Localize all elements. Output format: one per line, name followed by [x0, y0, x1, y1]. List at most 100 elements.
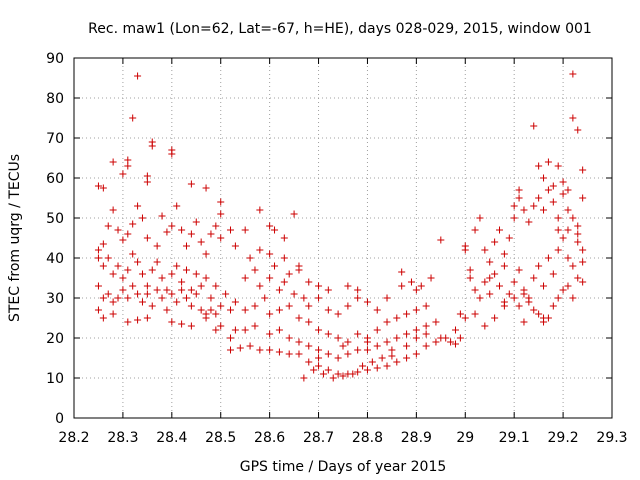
data-point	[134, 258, 142, 266]
data-point	[554, 246, 562, 254]
data-point	[334, 334, 342, 342]
data-point	[99, 262, 107, 270]
data-point	[178, 320, 186, 328]
data-point	[246, 254, 254, 262]
y-tick-label: 10	[46, 371, 64, 387]
data-point	[554, 162, 562, 170]
data-point	[505, 290, 513, 298]
data-point	[422, 322, 430, 330]
data-point	[530, 274, 538, 282]
data-point	[476, 294, 484, 302]
data-point	[383, 318, 391, 326]
data-point	[579, 194, 587, 202]
data-point	[432, 318, 440, 326]
x-tick-label: 28.9	[401, 430, 432, 446]
data-point	[182, 266, 190, 274]
data-point	[158, 274, 166, 282]
data-point	[574, 126, 582, 134]
data-point	[315, 294, 323, 302]
data-point	[500, 250, 508, 258]
x-tick-label: 29	[456, 430, 474, 446]
data-point	[569, 262, 577, 270]
data-point	[94, 182, 102, 190]
data-point	[241, 326, 249, 334]
data-point	[554, 294, 562, 302]
data-point	[168, 290, 176, 298]
data-point	[569, 70, 577, 78]
data-point	[187, 322, 195, 330]
data-point	[515, 266, 523, 274]
data-point	[540, 314, 548, 322]
x-tick-label: 28.3	[107, 430, 138, 446]
data-point	[461, 314, 469, 322]
data-point	[173, 262, 181, 270]
data-point	[275, 348, 283, 356]
data-point	[540, 174, 548, 182]
data-point	[231, 298, 239, 306]
data-point	[285, 350, 293, 358]
data-point	[134, 202, 142, 210]
y-tick-labels: 0 10 20 30 40 50 60 70 80 90	[46, 51, 64, 427]
data-point	[530, 122, 538, 130]
data-point	[491, 314, 499, 322]
data-point	[202, 274, 210, 282]
data-point	[559, 234, 567, 242]
data-point	[530, 306, 538, 314]
data-point	[305, 358, 313, 366]
data-point	[109, 158, 117, 166]
data-point	[363, 346, 371, 354]
data-point	[305, 302, 313, 310]
data-point	[319, 370, 327, 378]
data-point	[275, 326, 283, 334]
data-point	[192, 290, 200, 298]
data-point	[241, 274, 249, 282]
x-tick-label: 29.3	[596, 430, 627, 446]
data-point	[104, 254, 112, 262]
data-point	[280, 254, 288, 262]
data-point	[163, 228, 171, 236]
data-point	[324, 330, 332, 338]
data-point	[579, 258, 587, 266]
data-point	[398, 282, 406, 290]
data-point	[280, 234, 288, 242]
data-point	[104, 290, 112, 298]
data-point	[559, 178, 567, 186]
data-point	[143, 314, 151, 322]
data-point	[510, 202, 518, 210]
data-point	[476, 214, 484, 222]
data-point	[217, 234, 225, 242]
data-point	[285, 270, 293, 278]
data-point	[271, 262, 279, 270]
data-point	[515, 186, 523, 194]
data-point	[491, 238, 499, 246]
data-point	[486, 258, 494, 266]
x-axis-label: GPS time / Days of year 2015	[240, 459, 447, 475]
data-point	[109, 206, 117, 214]
data-point	[569, 294, 577, 302]
data-point	[124, 294, 132, 302]
data-point	[178, 278, 186, 286]
data-point	[403, 354, 411, 362]
data-point	[466, 266, 474, 274]
data-point	[94, 246, 102, 254]
data-point	[124, 318, 132, 326]
data-point	[344, 282, 352, 290]
y-tick-label: 0	[55, 411, 64, 427]
data-point	[383, 338, 391, 346]
x-tick-labels: 28.2 28.3 28.4 28.5 28.6 28.7 28.8 28.9 29 29.1 29…	[58, 430, 627, 446]
data-point	[207, 230, 215, 238]
data-point	[373, 342, 381, 350]
data-point	[143, 178, 151, 186]
data-point	[275, 306, 283, 314]
data-point	[256, 206, 264, 214]
data-point	[207, 294, 215, 302]
data-point	[217, 198, 225, 206]
data-point	[187, 230, 195, 238]
data-point	[251, 322, 259, 330]
data-point	[212, 282, 220, 290]
data-point	[363, 298, 371, 306]
data-point	[393, 334, 401, 342]
data-point	[94, 282, 102, 290]
data-point	[496, 226, 504, 234]
